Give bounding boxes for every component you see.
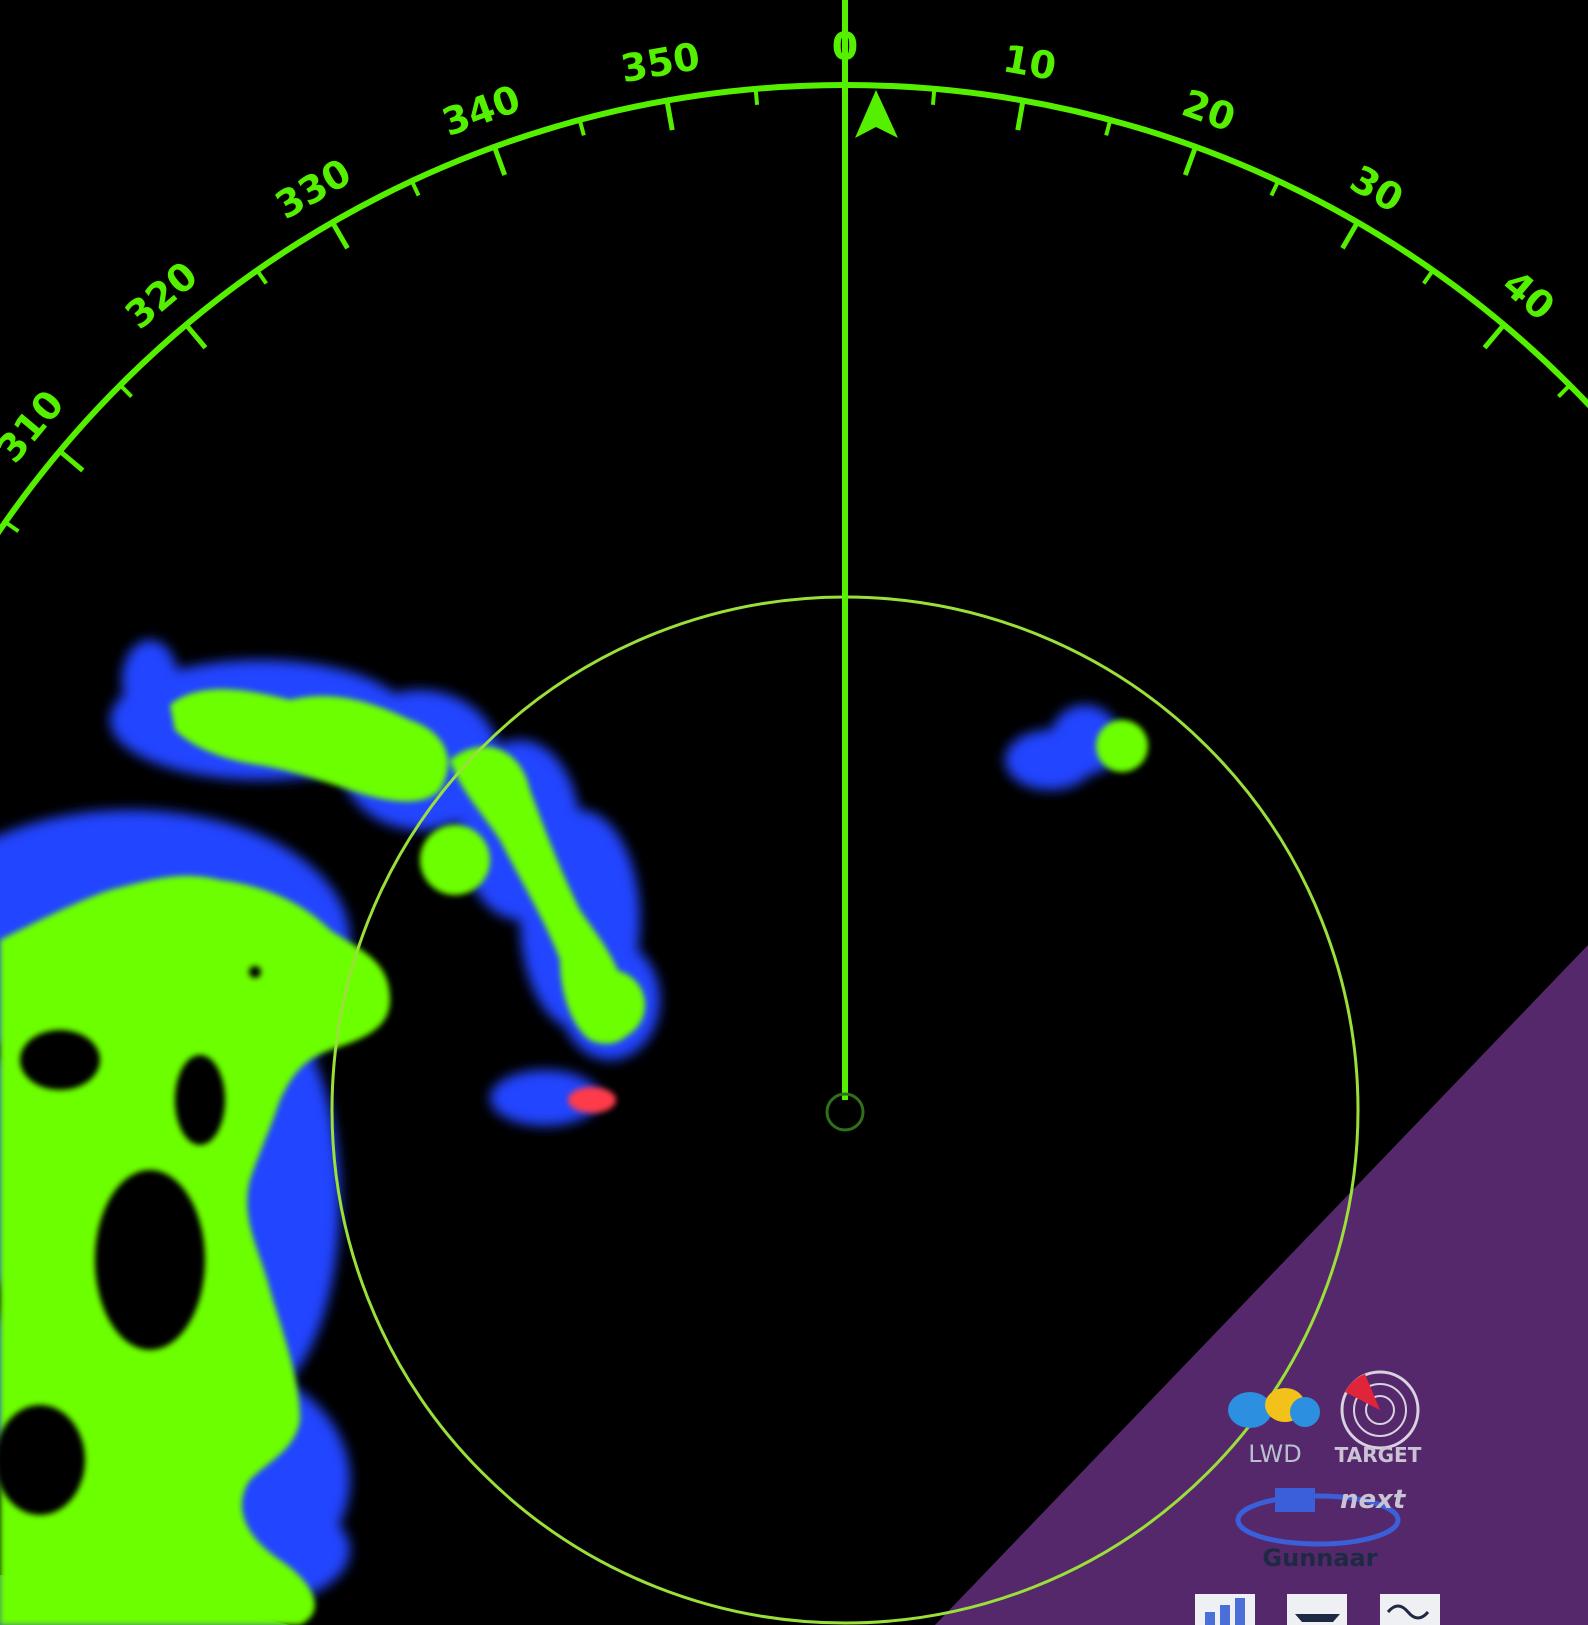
radar-echoes (0, 640, 1148, 1625)
bearing-major-tick (492, 145, 508, 176)
overlay-panel (935, 945, 1588, 1625)
bearing-arc (0, 82, 1588, 536)
bearing-scale (0, 82, 1588, 536)
bearing-label-40: 40 (1494, 261, 1563, 329)
bearing-label-20: 20 (1176, 81, 1241, 140)
bearing-minor-tick (577, 119, 586, 136)
bearing-minor-tick (118, 383, 133, 398)
bearing-minor-tick (410, 180, 421, 197)
bearing-major-tick (1340, 221, 1360, 250)
bearing-minor-tick (4, 520, 20, 533)
bearing-major-tick (1015, 100, 1026, 131)
bearing-major-tick (330, 221, 350, 250)
next-logo: next Gunnaar (1235, 1485, 1407, 1572)
partner-icons (1195, 1594, 1440, 1625)
bearing-labels: 310320330340350010203040 (0, 25, 1563, 471)
target-logo: TARGET (1335, 1370, 1422, 1467)
bearing-minor-tick (753, 88, 760, 106)
bearing-label-310: 310 (0, 382, 73, 471)
bearing-major-tick (664, 100, 675, 131)
logo-group: LWD TARGET next Gunnaar (1195, 1370, 1440, 1625)
bearing-minor-tick (255, 269, 268, 285)
lwd-logo: LWD (1228, 1388, 1320, 1468)
echo-gaps (0, 966, 261, 1515)
bearing-major-tick (58, 449, 85, 473)
next-logo-text: next (1340, 1485, 1407, 1515)
bearing-label-350: 350 (617, 34, 703, 91)
bearing-label-10: 10 (1000, 36, 1060, 89)
bearing-minor-tick (1422, 269, 1435, 285)
target-echo (568, 1087, 616, 1113)
bearing-label-320: 320 (117, 253, 206, 338)
own-ship-center-icon (825, 1092, 865, 1132)
north-arrow-icon (855, 90, 898, 138)
bearing-label-30: 30 (1343, 157, 1411, 222)
target-logo-text: TARGET (1335, 1443, 1422, 1467)
bearing-label-340: 340 (436, 76, 526, 144)
bearing-major-tick (1182, 145, 1198, 176)
bearing-minor-tick (1104, 119, 1113, 136)
bearing-major-tick (184, 323, 208, 350)
bearing-minor-tick (1269, 180, 1280, 197)
gunnaar-logo-text: Gunnaar (1262, 1544, 1377, 1572)
bearing-minor-tick (1557, 383, 1572, 398)
lwd-logo-text: LWD (1248, 1440, 1301, 1468)
bearing-major-tick (1482, 323, 1506, 350)
bearing-minor-tick (930, 88, 937, 106)
